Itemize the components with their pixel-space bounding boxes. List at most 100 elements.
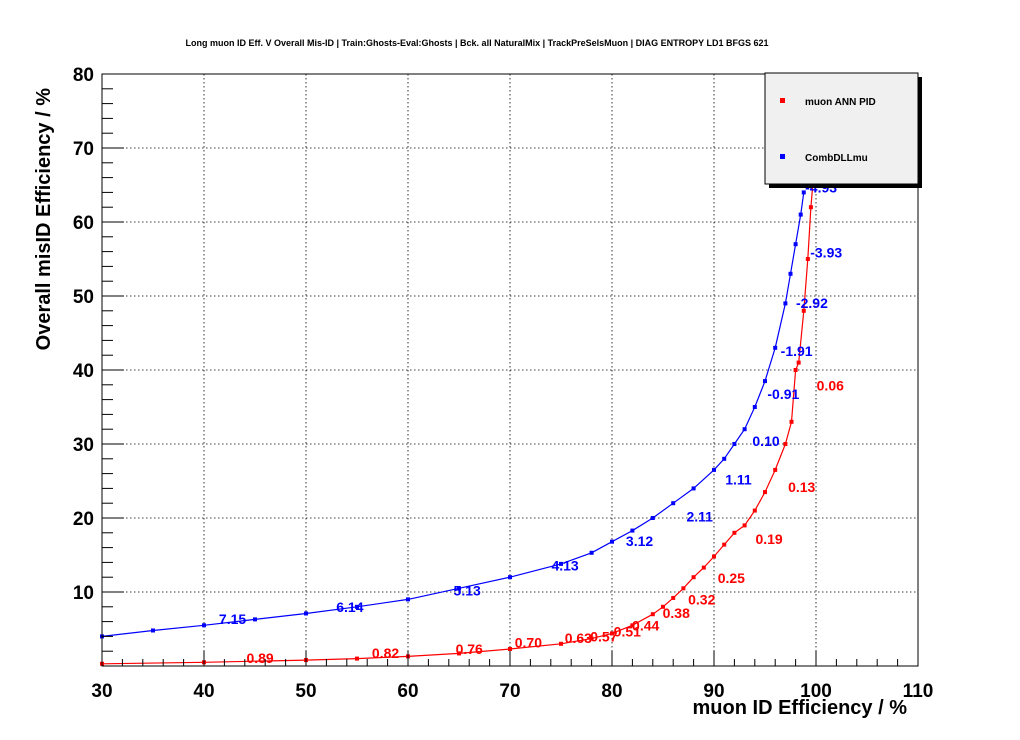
y-tick-label: 50	[73, 287, 94, 308]
data-point	[650, 612, 655, 617]
data-point	[742, 523, 747, 528]
cut-value-label: 0.51	[614, 623, 641, 639]
legend-marker	[780, 98, 785, 103]
legend-item-combdllmu: CombDLLmu	[780, 153, 868, 164]
x-tick-label: 110	[903, 681, 934, 702]
axis-ticks: 30 40 50 60 70 80 90 100 110 10 20 30 40 50 60 70 80	[73, 65, 933, 702]
series-combdllmu: 7.15 6.14 5.13 4.13 3.12 2.11 1.11 0.10 -0.91 -1.…	[100, 179, 842, 639]
cut-value-label: 0.13	[788, 479, 815, 495]
data-point	[691, 486, 696, 491]
cut-value-label: 0.44	[632, 617, 659, 633]
data-point	[796, 360, 801, 365]
series-muon-ann-pid: 0.89 0.82 0.76 0.70 0.630.570.510.440.380.32…	[100, 168, 844, 666]
data-point	[783, 442, 788, 446]
data-point	[712, 467, 716, 472]
legend-marker	[780, 154, 785, 159]
data-point	[793, 242, 798, 247]
data-point	[457, 651, 461, 656]
legend-box	[764, 72, 919, 185]
data-point	[457, 586, 461, 591]
x-tick-label: 80	[601, 681, 622, 702]
cut-value-label: 7.15	[219, 611, 246, 627]
legend-label: muon ANN PID	[805, 97, 876, 108]
legend: muon ANN PID CombDLLmu	[764, 72, 922, 188]
data-point	[712, 554, 716, 559]
data-point	[202, 623, 206, 628]
data-point	[722, 542, 727, 547]
legend-item-muon-ann-pid: muon ANN PID	[780, 97, 876, 108]
y-tick-label: 30	[73, 435, 94, 456]
cut-value-label: 0.32	[688, 592, 715, 608]
cut-value-label: -1.91	[781, 343, 813, 359]
cut-value-label: -0.91	[767, 386, 799, 402]
data-point	[610, 539, 614, 544]
data-point	[773, 467, 778, 472]
data-point	[630, 528, 635, 533]
data-point	[701, 565, 706, 570]
data-point	[801, 190, 806, 195]
cut-value-label: 0.10	[752, 433, 779, 449]
data-point	[801, 308, 806, 313]
data-point	[808, 205, 813, 210]
y-tick-label: 10	[73, 583, 94, 604]
cut-value-label: 2.11	[686, 509, 713, 525]
data-point	[151, 628, 155, 633]
cut-value-label: 0.89	[246, 650, 273, 666]
data-point	[732, 530, 737, 535]
data-point	[793, 368, 798, 372]
cut-value-label: 0.63	[565, 630, 592, 646]
data-point	[763, 379, 767, 384]
data-point	[355, 656, 359, 661]
data-point	[355, 604, 359, 609]
data-point	[671, 595, 676, 600]
data-point	[253, 617, 257, 622]
x-tick-label: 70	[499, 681, 520, 702]
series-line	[101, 170, 815, 665]
data-point	[722, 456, 727, 461]
cut-value-label: 0.38	[663, 605, 690, 621]
data-point	[661, 604, 665, 609]
y-tick-label: 40	[73, 361, 94, 382]
series-line	[101, 192, 805, 637]
cut-value-label: 0.25	[718, 570, 745, 586]
data-point	[559, 641, 563, 646]
x-tick-label: 90	[703, 681, 724, 702]
data-point	[742, 427, 747, 432]
data-point	[406, 597, 410, 602]
grid-lines	[102, 74, 918, 666]
data-point	[589, 550, 594, 555]
y-axis-label: Overall misID Efficiency / %	[33, 88, 55, 351]
data-point	[508, 646, 512, 651]
chart-title: Long muon ID Eff. V Overall Mis-ID | Tra…	[185, 38, 768, 48]
data-point	[788, 271, 793, 276]
x-tick-label: 50	[295, 681, 316, 702]
data-point	[304, 611, 308, 616]
data-point	[681, 586, 686, 591]
data-point	[789, 419, 794, 424]
data-point	[763, 490, 767, 495]
cut-value-label: 5.13	[454, 583, 481, 599]
data-point	[559, 561, 563, 566]
cut-value-label: 0.19	[755, 531, 782, 547]
x-tick-label: 40	[193, 681, 214, 702]
data-point	[691, 575, 696, 580]
data-point	[752, 508, 757, 513]
cut-value-label: 0.06	[817, 378, 844, 394]
data-point	[671, 501, 676, 506]
y-tick-label: 20	[73, 509, 94, 530]
cut-value-label: 1.11	[725, 472, 752, 488]
cut-value-label: 3.12	[626, 533, 653, 549]
cut-value-label: 6.14	[336, 599, 363, 615]
data-point	[798, 212, 803, 217]
cut-value-label: 4.13	[551, 558, 578, 574]
data-point	[650, 516, 655, 520]
data-point	[773, 345, 778, 350]
data-point	[805, 257, 810, 261]
y-tick-label: 70	[73, 139, 94, 160]
cut-value-label: 0.82	[372, 645, 399, 661]
data-point	[589, 636, 594, 641]
cut-value-label: -3.93	[810, 245, 842, 261]
data-point	[508, 575, 512, 580]
x-tick-label: 100	[800, 681, 832, 702]
